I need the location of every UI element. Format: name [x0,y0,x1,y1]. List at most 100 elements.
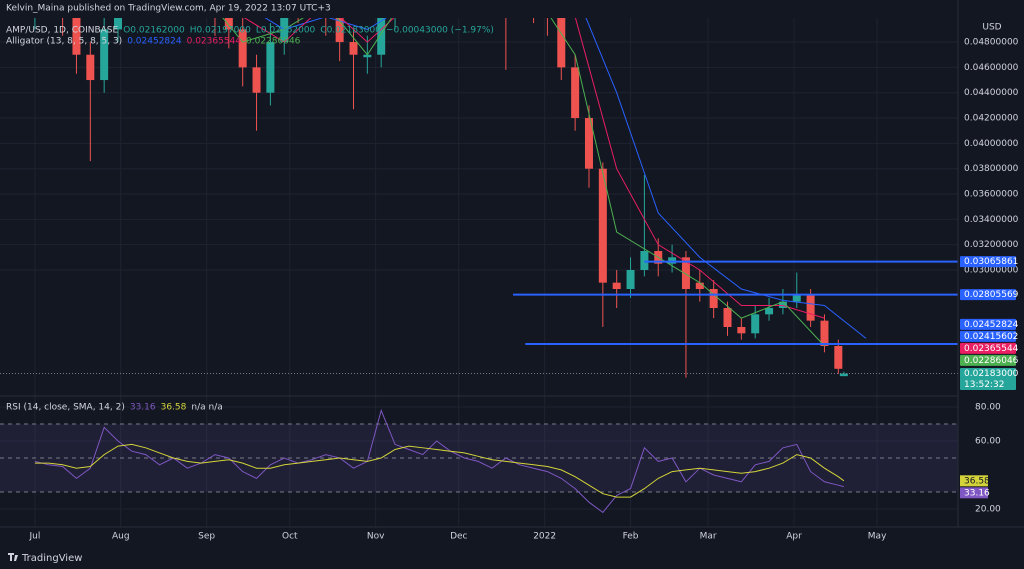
x-tick-label: Sep [198,532,215,542]
candle-body [834,345,843,369]
x-tick-label: 2022 [533,532,556,542]
ohlc-value: H0.02197000 [190,26,251,36]
x-tick-label: Nov [367,532,385,542]
indicator-value: 0.02452824 [127,37,182,47]
candle-body [252,67,261,93]
rsi-title: RSI (14, close, SMA, 14, 2) [6,403,125,413]
alligator-line [264,18,867,339]
y-tick-label: 0.04600000 [964,63,1019,73]
price-label: 0.02452824 [964,320,1019,330]
candle-body [765,308,774,315]
rsi-sma-value: 36.58 [161,403,187,413]
ohlc-value: L0.02162000 [256,26,316,36]
price-label: 0.02415602 [964,332,1018,342]
rsi-band [0,424,958,492]
candle-body [792,295,801,302]
candle-body [695,282,704,290]
rsi-value: 33.16 [130,403,156,413]
brand: TradingView [21,553,82,564]
indicator-value: 0.02286046 [246,37,301,47]
x-tick-label: Dec [450,532,467,542]
rsi-value-label: 33.16 [964,488,990,498]
y-tick-label: 0.03000000 [964,266,1019,276]
price-label: 0.02183000 [964,369,1019,379]
price-label-box [960,256,1016,268]
price-label-box [960,342,1016,354]
y-tick-label: 0.04000000 [964,139,1019,149]
candle-body [238,29,247,68]
x-tick-label: May [868,532,887,542]
price-label-box [960,318,1016,330]
y-tick-label: 0.03600000 [964,190,1019,200]
rsi-extra: n/a n/a [191,403,222,413]
candle-body [737,326,746,334]
candle-body [626,270,635,290]
candle-body [709,289,718,308]
y-tick-label: 0.03800000 [964,164,1019,174]
candle-body [723,308,732,327]
ohlc-value: −0.00043000 (−1.97%) [386,26,494,36]
y-tick-label: 0.04800000 [964,38,1019,48]
ohlc-value: O0.02162000 [123,26,185,36]
x-tick-label: Oct [282,532,298,542]
rsi-value-label: 36.58 [964,476,990,486]
y-tick-label: 20.00 [975,504,1001,514]
grid [0,18,958,527]
price-label: 0.02365544 [964,344,1019,354]
y-tick-label: 80.00 [975,403,1001,413]
countdown: 13:52:32 [964,380,1004,390]
candle-body [584,118,593,169]
rsi-panel [0,408,958,514]
currency: USD [982,23,1001,33]
x-tick-label: Feb [623,532,639,542]
y-tick-label: 60.00 [975,437,1001,447]
candle-body [681,257,690,290]
indicator-name: Alligator (13, 8, 5, 8, 5, 3) [6,37,122,47]
price-label-box [960,367,1016,390]
candle-body [377,18,386,55]
x-tick-label: Aug [112,532,130,542]
candle-body [100,29,109,81]
candle-body [751,314,760,334]
price-label-box [960,330,1016,342]
rsi-value-box [960,487,988,499]
y-tick-label: 0.03200000 [964,240,1019,250]
candle-body [363,54,372,58]
x-tick-label: Apr [786,532,802,542]
candle-body [557,18,566,68]
published-line: Kelvin_Maina published on TradingView.co… [6,4,331,14]
candle-body [598,168,607,283]
price-label-box [960,354,1016,366]
axes: Jul Aug Sep Oct Nov Dec 2022 Feb Mar Apr May 0.0480… [28,38,1018,542]
x-tick-label: Mar [700,532,717,542]
candle-body [114,18,123,30]
price-panel [0,18,958,378]
rsi-value-box [960,475,988,487]
candle-body [266,42,275,93]
y-tick-label: 0.03400000 [964,215,1019,225]
candle-body [778,301,787,308]
candle-body [349,42,358,55]
ohlc-value: C0.02183000 [320,26,381,36]
price-label: 0.02805569 [964,290,1019,300]
rsi-line [34,443,845,498]
legend: AMP/USD, 1D, COINBASE O0.02162000 H0.02197… [6,26,494,413]
candle-body [612,282,621,290]
symbol: AMP/USD, 1D, COINBASE [6,26,119,36]
candle-body [668,257,677,264]
price-label: 0.02286046 [964,356,1019,366]
alligator-line [243,18,825,319]
rsi-line [34,408,844,514]
candle-body [839,373,848,377]
indicator-value: 0.02365544 [187,37,242,47]
candle-body [335,18,344,43]
alligator-line [222,18,825,347]
x-tick-label: Jul [28,532,40,542]
candle-body [224,18,233,30]
price-label-box [960,289,1016,301]
candle-body [820,320,829,346]
y-tick-label: 0.04400000 [964,88,1019,98]
candle-body [280,18,289,43]
